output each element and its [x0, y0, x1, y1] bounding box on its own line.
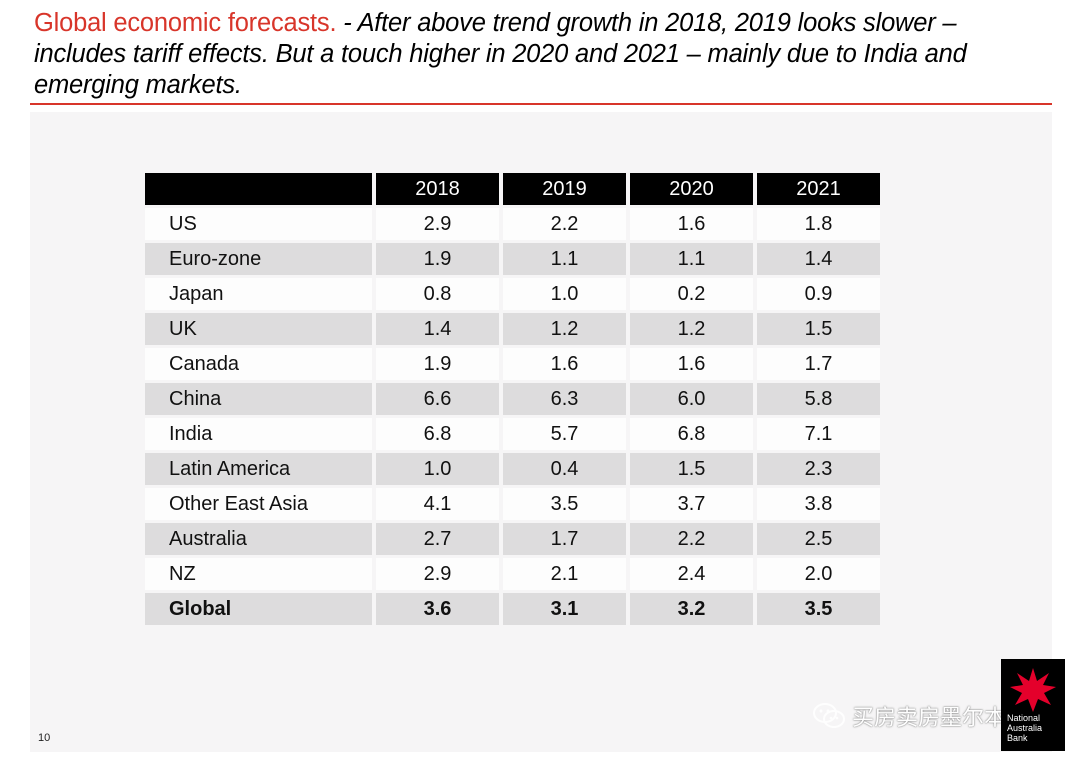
watermark-text: 买房卖房墨尔本 — [852, 705, 1007, 730]
value-cell: 0.9 — [757, 278, 880, 310]
value-cell: 7.1 — [757, 418, 880, 450]
table-row: US 2.9 2.2 1.6 1.8 — [145, 208, 880, 240]
value-cell: 1.4 — [376, 313, 499, 345]
value-cell: 6.0 — [630, 383, 753, 415]
value-cell: 1.2 — [503, 313, 626, 345]
value-cell: 2.9 — [376, 558, 499, 590]
table-row: Australia 2.7 1.7 2.2 2.5 — [145, 523, 880, 555]
header-cell-2020: 2020 — [630, 173, 753, 205]
value-cell: 2.2 — [630, 523, 753, 555]
row-label: Latin America — [145, 453, 372, 485]
slide-title: Global economic forecasts. - After above… — [34, 8, 1044, 101]
value-cell: 0.2 — [630, 278, 753, 310]
value-cell: 1.0 — [376, 453, 499, 485]
row-label: Australia — [145, 523, 372, 555]
red-star-icon — [1010, 668, 1056, 712]
value-cell: 1.5 — [757, 313, 880, 345]
value-cell: 2.5 — [757, 523, 880, 555]
value-cell: 1.0 — [503, 278, 626, 310]
row-label: India — [145, 418, 372, 450]
slide-title-rest: - After above trend growth in 2018, 2019… — [34, 9, 967, 99]
row-label: Euro-zone — [145, 243, 372, 275]
table-row: Global 3.6 3.1 3.2 3.5 — [145, 593, 880, 625]
value-cell: 1.7 — [757, 348, 880, 380]
logo-text: National Australia Bank — [1007, 713, 1042, 743]
value-cell: 6.6 — [376, 383, 499, 415]
row-label: Global — [145, 593, 372, 625]
row-label: NZ — [145, 558, 372, 590]
row-label: China — [145, 383, 372, 415]
table-row: Other East Asia 4.1 3.5 3.7 3.8 — [145, 488, 880, 520]
value-cell: 1.9 — [376, 348, 499, 380]
value-cell: 1.1 — [630, 243, 753, 275]
header-cell-2021: 2021 — [757, 173, 880, 205]
header-cell-2019: 2019 — [503, 173, 626, 205]
value-cell: 2.1 — [503, 558, 626, 590]
logo-line-3: Bank — [1007, 733, 1028, 743]
table-row: Latin America 1.0 0.4 1.5 2.3 — [145, 453, 880, 485]
value-cell: 3.5 — [503, 488, 626, 520]
value-cell: 2.4 — [630, 558, 753, 590]
value-cell: 3.5 — [757, 593, 880, 625]
value-cell: 1.8 — [757, 208, 880, 240]
table-row: Canada 1.9 1.6 1.6 1.7 — [145, 348, 880, 380]
watermark: 买房卖房墨尔本 — [812, 700, 1006, 732]
wechat-icon — [813, 703, 845, 728]
value-cell: 6.3 — [503, 383, 626, 415]
value-cell: 1.6 — [630, 348, 753, 380]
value-cell: 2.0 — [757, 558, 880, 590]
header-cell-2018: 2018 — [376, 173, 499, 205]
row-label: Japan — [145, 278, 372, 310]
value-cell: 6.8 — [376, 418, 499, 450]
value-cell: 2.3 — [757, 453, 880, 485]
value-cell: 2.2 — [503, 208, 626, 240]
value-cell: 2.9 — [376, 208, 499, 240]
table-row: Japan 0.8 1.0 0.2 0.9 — [145, 278, 880, 310]
value-cell: 3.1 — [503, 593, 626, 625]
table-row: Euro-zone 1.9 1.1 1.1 1.4 — [145, 243, 880, 275]
page-number: 10 — [38, 732, 51, 744]
value-cell: 1.9 — [376, 243, 499, 275]
forecast-table: 2018 2019 2020 2021 US 2.9 2.2 1.6 1.8 Euro-z… — [141, 170, 884, 628]
value-cell: 3.8 — [757, 488, 880, 520]
value-cell: 2.7 — [376, 523, 499, 555]
table-row: NZ 2.9 2.1 2.4 2.0 — [145, 558, 880, 590]
row-label: Canada — [145, 348, 372, 380]
value-cell: 1.4 — [757, 243, 880, 275]
header-cell-country — [145, 173, 372, 205]
value-cell: 1.7 — [503, 523, 626, 555]
row-label: US — [145, 208, 372, 240]
value-cell: 1.1 — [503, 243, 626, 275]
value-cell: 5.7 — [503, 418, 626, 450]
logo-line-2: Australia — [1007, 723, 1043, 733]
table-row: India 6.8 5.7 6.8 7.1 — [145, 418, 880, 450]
row-label: UK — [145, 313, 372, 345]
logo-line-1: National — [1007, 713, 1041, 723]
nab-logo: National Australia Bank — [1001, 659, 1065, 751]
row-label: Other East Asia — [145, 488, 372, 520]
value-cell: 0.8 — [376, 278, 499, 310]
value-cell: 3.6 — [376, 593, 499, 625]
table-row: China 6.6 6.3 6.0 5.8 — [145, 383, 880, 415]
value-cell: 1.6 — [630, 208, 753, 240]
value-cell: 4.1 — [376, 488, 499, 520]
title-divider — [30, 103, 1052, 105]
value-cell: 6.8 — [630, 418, 753, 450]
value-cell: 1.6 — [503, 348, 626, 380]
value-cell: 3.7 — [630, 488, 753, 520]
value-cell: 0.4 — [503, 453, 626, 485]
table-header-row: 2018 2019 2020 2021 — [145, 173, 880, 205]
slide-title-lead: Global economic forecasts. — [34, 9, 337, 37]
table-row: UK 1.4 1.2 1.2 1.5 — [145, 313, 880, 345]
value-cell: 3.2 — [630, 593, 753, 625]
value-cell: 1.2 — [630, 313, 753, 345]
value-cell: 5.8 — [757, 383, 880, 415]
value-cell: 1.5 — [630, 453, 753, 485]
